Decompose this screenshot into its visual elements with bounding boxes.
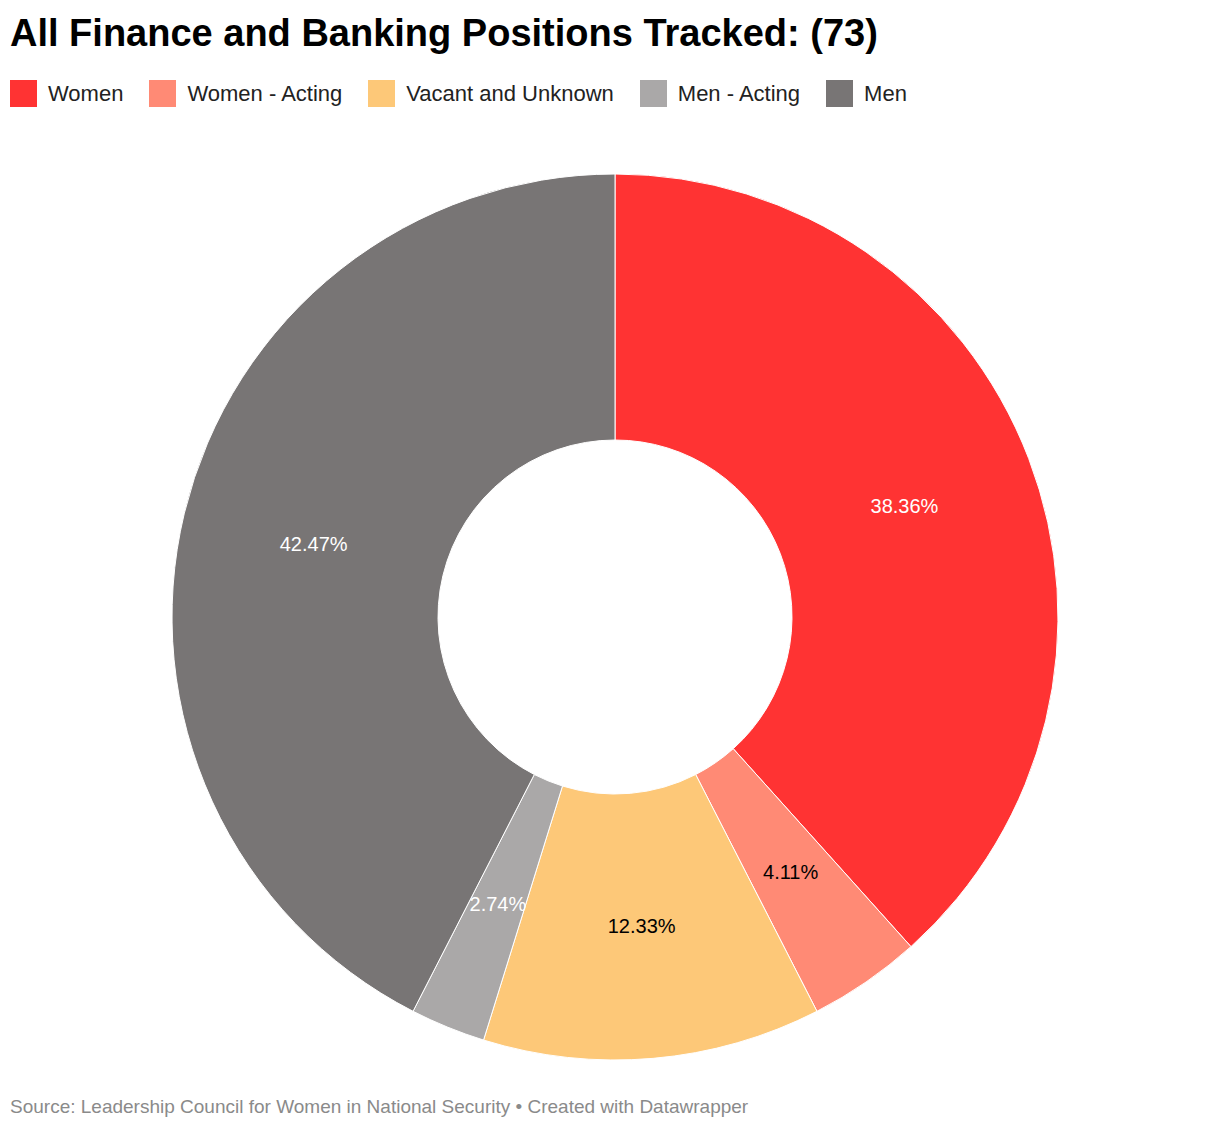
html-text:Women: Women	[48, 80, 124, 106]
html-text:Vacant and Unknown: Vacant and Unknown	[406, 80, 614, 106]
html-text:Women - Acting: Women - Acting	[187, 80, 343, 106]
svg-text:38.36%: 38.36%	[871, 495, 939, 517]
svg-text:42.47%: 42.47%	[280, 533, 348, 555]
svg-text:12.33%: 12.33%	[608, 915, 676, 937]
html-text:All Finance and Banking Positi: All Finance and Banking Positions Tracke…	[10, 12, 878, 54]
html-text:Men: Men	[864, 80, 907, 106]
html-text:Source: Leadership Council for: Source: Leadership Council for Women in …	[10, 1096, 749, 1117]
html-text:Men - Acting: Men - Acting	[677, 80, 801, 106]
svg-text:2.74%: 2.74%	[470, 893, 527, 915]
svg-text:4.11%: 4.11%	[763, 861, 818, 883]
